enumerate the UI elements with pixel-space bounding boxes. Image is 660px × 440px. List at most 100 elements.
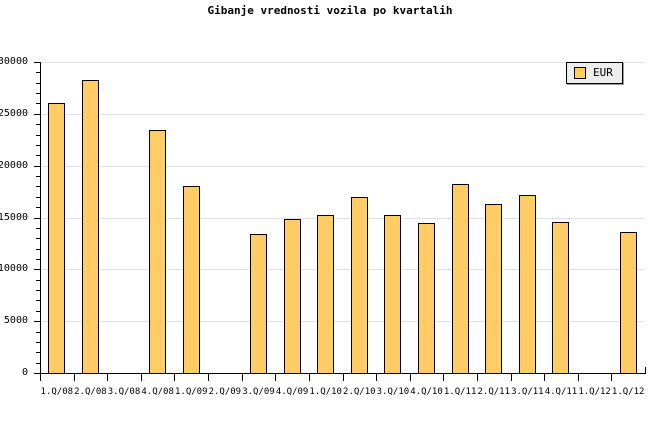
- y-tick-minor: [36, 155, 41, 157]
- x-tick-label: 4.Q/11: [544, 387, 578, 397]
- y-tick-minor: [36, 124, 41, 126]
- gridline-10000: [40, 269, 645, 271]
- chart-title: Gibanje vrednosti vozila po kvartalih: [207, 4, 453, 17]
- y-tick-20000: [34, 165, 41, 167]
- y-tick-minor: [36, 238, 41, 240]
- x-tick: [141, 374, 142, 381]
- y-tick-minor: [36, 290, 41, 292]
- x-axis-right-cap: [645, 367, 646, 374]
- x-tick-label: 2.Q/10: [343, 387, 376, 397]
- y-tick-label-25000: 25000: [0, 107, 28, 119]
- x-tick: [107, 374, 108, 381]
- y-tick-30000: [34, 62, 41, 63]
- x-tick: [275, 374, 276, 381]
- x-tick-label: 4.Q/08: [141, 387, 174, 397]
- y-tick-minor: [36, 352, 41, 354]
- bar[interactable]: [182, 185, 200, 374]
- bar[interactable]: [149, 130, 167, 374]
- x-tick-label: 2.Q/09: [208, 387, 242, 397]
- x-tick: [74, 374, 75, 381]
- y-tick-minor: [36, 82, 41, 84]
- bar[interactable]: [518, 195, 536, 374]
- y-tick-minor: [36, 362, 41, 364]
- y-tick-minor: [36, 186, 41, 188]
- x-tick-label: 2.Q/11: [477, 387, 510, 397]
- x-tick-label: 3.Q/10: [376, 387, 410, 397]
- gridline-25000: [40, 113, 645, 115]
- y-tick-minor: [36, 176, 41, 178]
- x-tick-label: 4.Q/10: [410, 387, 443, 397]
- x-tick: [242, 374, 243, 381]
- y-tick-label-5000: 5000: [3, 315, 28, 327]
- x-tick: [343, 374, 344, 381]
- legend-swatch-eur: [574, 67, 586, 79]
- x-tick-label: 3.Q/08: [107, 387, 141, 397]
- x-tick-label: 3.Q/09: [242, 387, 275, 397]
- x-tick: [376, 374, 377, 381]
- y-tick-minor: [36, 144, 41, 146]
- gridline-20000: [40, 165, 645, 167]
- gridline-5000: [40, 321, 645, 323]
- bar[interactable]: [317, 214, 335, 374]
- x-tick: [40, 374, 41, 381]
- y-tick-label-15000: 15000: [0, 211, 28, 223]
- x-tick: [511, 374, 512, 381]
- x-axis-line: [40, 373, 646, 374]
- x-tick-label: 1.Q/10: [309, 387, 342, 397]
- y-tick-minor: [36, 103, 41, 105]
- y-tick-minor: [36, 279, 41, 281]
- x-tick: [208, 374, 209, 381]
- x-tick: [309, 374, 310, 381]
- y-tick-minor: [36, 341, 41, 343]
- x-tick: [174, 374, 175, 381]
- x-tick: [443, 374, 444, 381]
- y-tick-minor: [36, 227, 41, 229]
- bar[interactable]: [48, 103, 66, 374]
- x-tick-label: 1.Q/12: [578, 387, 611, 397]
- bar[interactable]: [249, 234, 267, 374]
- x-tick-label: 1.Q/08: [40, 387, 74, 397]
- y-tick-0: [34, 373, 41, 374]
- y-tick-minor: [36, 331, 41, 333]
- legend[interactable]: EUR: [566, 62, 623, 84]
- bar[interactable]: [350, 196, 368, 374]
- y-tick-minor: [36, 196, 41, 198]
- gridline-30000: [40, 62, 645, 63]
- y-tick-minor: [36, 300, 41, 302]
- x-tick-label: 1.Q/11: [443, 387, 477, 397]
- y-tick-minor: [36, 93, 41, 95]
- bar[interactable]: [81, 79, 99, 374]
- y-tick-5000: [34, 321, 41, 323]
- y-tick-25000: [34, 113, 41, 115]
- x-tick-label: 1.Q/09: [174, 387, 208, 397]
- x-tick: [477, 374, 478, 381]
- bar[interactable]: [384, 214, 402, 374]
- legend-label-eur: EUR: [593, 66, 613, 79]
- x-tick: [410, 374, 411, 381]
- bar[interactable]: [619, 232, 637, 374]
- y-tick-10000: [34, 269, 41, 271]
- bar[interactable]: [552, 222, 570, 374]
- x-tick: [611, 374, 612, 381]
- y-tick-minor: [36, 248, 41, 250]
- y-tick-minor: [36, 258, 41, 260]
- gridline-15000: [40, 217, 645, 219]
- x-tick-label: 2.Q/08: [74, 387, 107, 397]
- bar[interactable]: [283, 218, 301, 374]
- x-tick-label: 4.Q/09: [275, 387, 309, 397]
- y-tick-minor: [36, 134, 41, 136]
- bar[interactable]: [418, 222, 436, 374]
- x-tick: [544, 374, 545, 381]
- x-tick-label: 3.Q/11: [511, 387, 544, 397]
- y-tick-label-0: 0: [21, 367, 28, 378]
- x-tick: [578, 374, 579, 381]
- y-tick-label-20000: 20000: [0, 159, 28, 171]
- plot-area: [40, 62, 645, 374]
- y-tick-minor: [36, 207, 41, 209]
- y-tick-15000: [34, 217, 41, 219]
- bar[interactable]: [485, 203, 503, 374]
- y-tick-label-30000: 30000: [0, 56, 28, 67]
- y-tick-minor: [36, 72, 41, 74]
- bar[interactable]: [451, 183, 469, 374]
